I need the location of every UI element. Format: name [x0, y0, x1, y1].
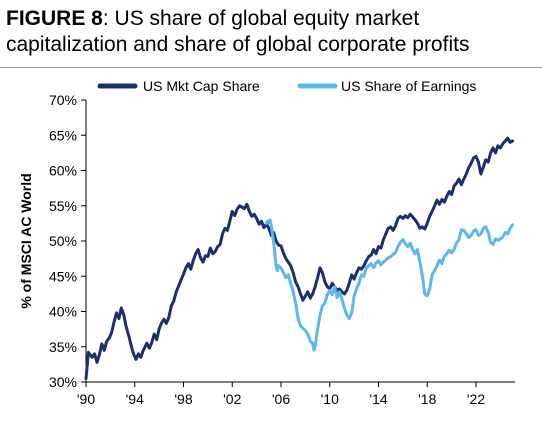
x-tick-label: '94: [126, 391, 144, 407]
y-tick-label: 70%: [49, 92, 77, 108]
y-tick-label: 55%: [49, 198, 77, 214]
y-axis-label: % of MSCI AC World: [18, 173, 34, 308]
x-tick-label: '22: [467, 391, 485, 407]
legend-label-earnings: US Share of Earnings: [341, 78, 476, 94]
y-axis-ticks: 30% 35% 40% 45% 50% 55% 60% 65% 70%: [49, 92, 86, 390]
series-lines: [84, 136, 515, 380]
series-line-earnings: [264, 218, 515, 352]
y-tick-label: 45%: [49, 268, 77, 284]
y-tick-label: 65%: [49, 127, 77, 143]
y-tick-label: 35%: [49, 339, 77, 355]
y-tick-label: 50%: [49, 233, 77, 249]
x-tick-label: '06: [272, 391, 290, 407]
y-tick-label: 40%: [49, 304, 77, 320]
x-tick-label: '90: [77, 391, 95, 407]
series-line-mkt-cap: [84, 136, 515, 380]
x-tick-label: '10: [321, 391, 339, 407]
chart-title: FIGURE 8: US share of global equity mark…: [6, 6, 536, 58]
title-divider: [0, 67, 542, 68]
x-axis-ticks: '90 '94 '98 '02 '06 '10 '14 '18 '22: [77, 382, 485, 407]
y-tick-label: 60%: [49, 163, 77, 179]
x-tick-label: '14: [369, 391, 387, 407]
legend: US Mkt Cap Share US Share of Earnings: [97, 78, 476, 94]
x-tick-label: '18: [418, 391, 436, 407]
y-tick-label: 30%: [49, 374, 77, 390]
figure-title: : US share of global equity market capit…: [6, 7, 470, 56]
x-tick-label: '02: [223, 391, 241, 407]
x-tick-label: '98: [174, 391, 192, 407]
legend-label-mkt-cap: US Mkt Cap Share: [143, 78, 260, 94]
figure-label: FIGURE 8: [6, 7, 103, 30]
